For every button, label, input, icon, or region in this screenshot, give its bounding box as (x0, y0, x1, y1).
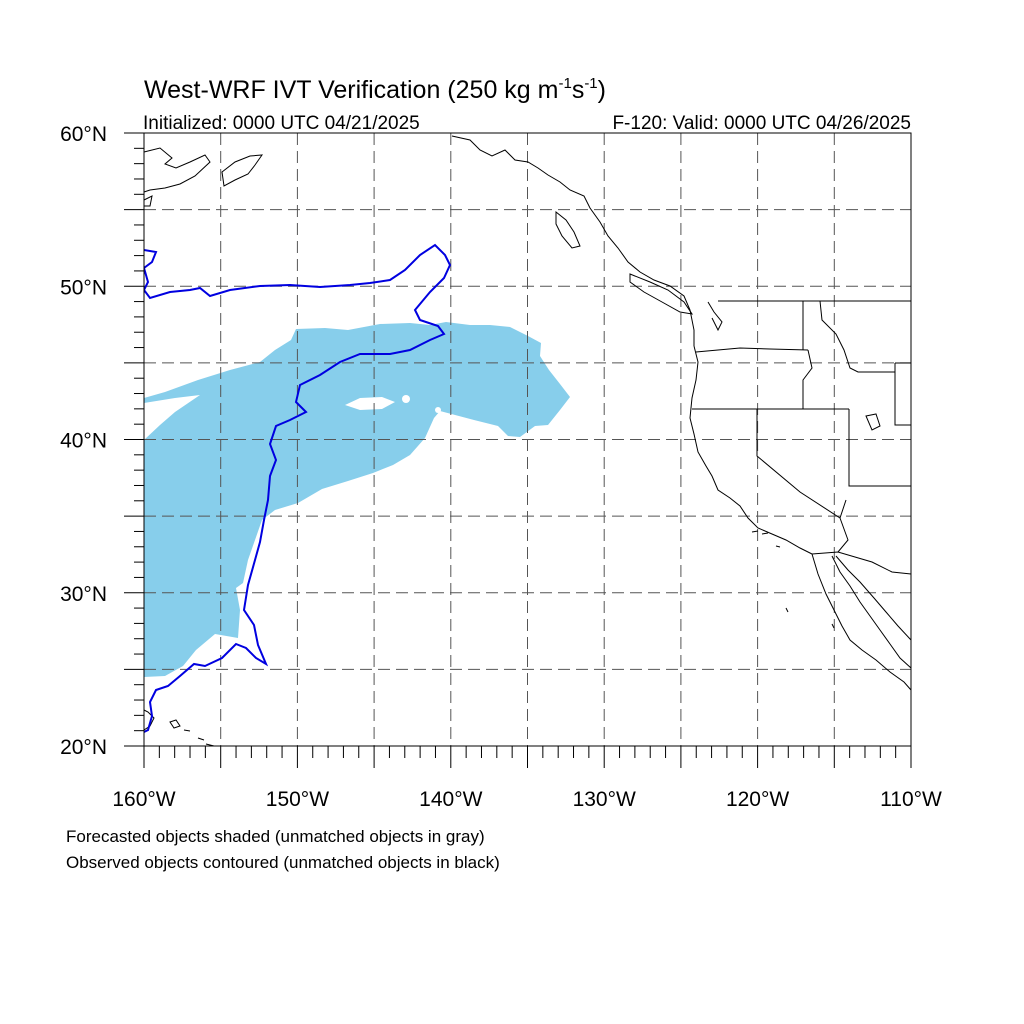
alaska-kodiak-coast (221, 154, 264, 187)
baja-california-coast (811, 553, 912, 691)
forecast-caption: Forecasted objects shaded (unmatched obj… (66, 827, 485, 846)
lon-label: 120°W (726, 788, 789, 811)
lon-label: 110°W (880, 788, 942, 811)
lat-label: 30°N (60, 583, 107, 606)
us-mexico-border (811, 551, 912, 575)
puget-sound-coast (707, 301, 723, 332)
forecast-object-hole (345, 397, 395, 410)
mexico-mainland-coast (835, 555, 912, 641)
vancouver-island-coast (629, 273, 694, 315)
alaska-coastline (143, 147, 211, 193)
observed-caption: Observed objects contoured (unmatched ob… (66, 853, 500, 872)
map-title: West-WRF IVT Verification (250 kg m-1s-1… (144, 75, 606, 104)
wa-or-border (695, 347, 809, 353)
great-salt-lake (865, 413, 881, 431)
lon-label: 140°W (419, 788, 482, 811)
id-wy-border (894, 362, 911, 426)
forecast-ivt-object (144, 322, 570, 677)
id-mt-border (819, 300, 895, 373)
lon-label: 150°W (266, 788, 329, 811)
lon-label: 160°W (112, 788, 175, 811)
ca-nv-border (756, 409, 847, 519)
observed-ivt-contour (144, 243, 452, 733)
or-id-border (802, 349, 813, 409)
lat-label: 50°N (60, 276, 107, 299)
az-ca-border (837, 517, 849, 553)
se-alaska-bc-coastline (451, 135, 695, 346)
nv-ut-border (848, 409, 911, 487)
lat-label: 40°N (60, 430, 107, 453)
longitude-labels: 160°W 150°W 140°W 130°W 120°W 110°W (112, 788, 942, 811)
coastlines (143, 135, 912, 747)
axis-ticks (124, 132, 912, 768)
lat-label: 20°N (60, 736, 107, 759)
forecast-object-hole (435, 407, 441, 413)
lon-label: 130°W (573, 788, 636, 811)
lat-label: 60°N (60, 123, 107, 146)
gulf-of-california-coast (831, 555, 912, 669)
valid-time-label: F-120: Valid: 0000 UTC 04/26/2025 (612, 113, 911, 134)
us-west-coastline (689, 345, 813, 555)
alaska-island (143, 195, 153, 207)
channel-islands (751, 530, 835, 629)
hawaii-islands (169, 719, 215, 747)
init-time-label: Initialized: 0000 UTC 04/21/2025 (143, 113, 420, 134)
latitude-labels: 60°N 50°N 40°N 30°N 20°N (60, 123, 107, 759)
map-plot-area (124, 132, 912, 768)
haida-gwaii-coast (555, 210, 581, 249)
forecast-object-hole (402, 395, 410, 403)
map-gridlines (144, 133, 911, 746)
